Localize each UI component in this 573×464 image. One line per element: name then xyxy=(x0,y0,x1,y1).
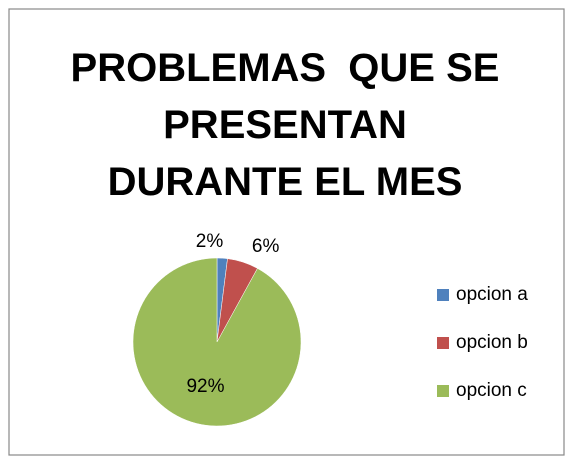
data-label: 92% xyxy=(186,376,224,397)
legend-label: opcion a xyxy=(456,284,528,305)
data-label: 6% xyxy=(252,236,280,257)
legend-swatch xyxy=(437,385,449,397)
pie-slice xyxy=(132,257,302,427)
data-label: 2% xyxy=(196,231,224,252)
legend-swatch xyxy=(437,289,449,301)
legend-label: opcion c xyxy=(456,380,527,401)
legend-label: opcion b xyxy=(456,332,528,353)
chart-title: PROBLEMAS QUE SE PRESENTAN DURANTE EL ME… xyxy=(70,46,511,204)
legend-swatch xyxy=(437,337,449,349)
